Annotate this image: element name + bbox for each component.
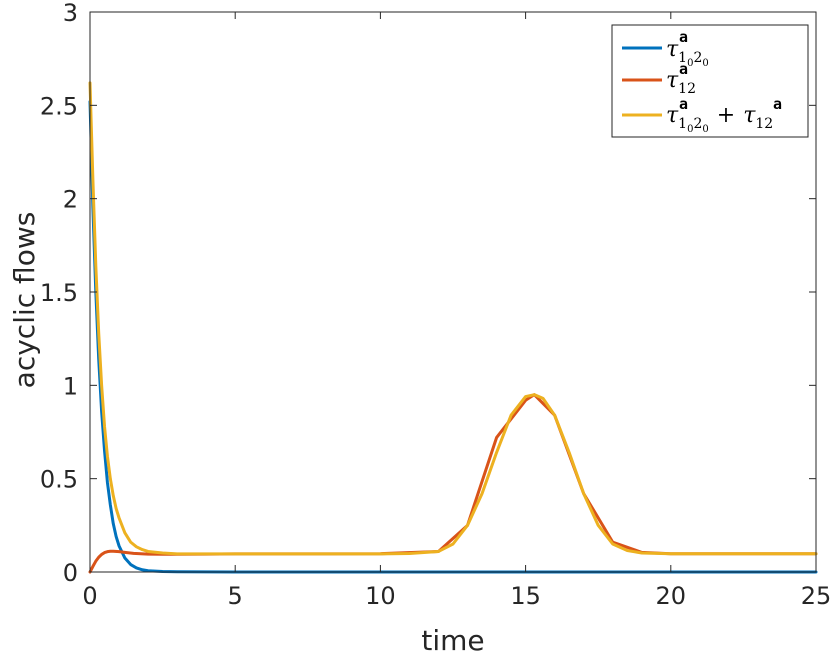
y-axis-ticks: 0 0.5 1 1.5 2 2.5 3 xyxy=(40,0,816,587)
x-axis-ticks: 0 5 10 15 20 25 xyxy=(82,12,830,610)
y-tick-label: 0.5 xyxy=(40,466,78,494)
legend-label-tau-sum: τ1020+ τ12 xyxy=(666,103,773,135)
y-tick-label: 2.5 xyxy=(40,92,78,120)
x-tick-label: 0 xyxy=(82,582,97,610)
y-tick-label: 0 xyxy=(63,559,78,587)
y-tick-label: 1 xyxy=(63,372,78,400)
x-tick-label: 25 xyxy=(801,582,830,610)
legend: τ1020 a τ12 a τ1020+ τ12 a a xyxy=(611,24,809,138)
legend-sup-tau-1020: a xyxy=(679,28,688,46)
x-tick-label: 20 xyxy=(656,582,687,610)
x-tick-label: 5 xyxy=(228,582,243,610)
legend-sup-tau-sum-b: a xyxy=(773,95,782,113)
legend-label-tau-12: τ12 xyxy=(666,68,696,97)
series-line-tau-sum xyxy=(88,81,818,556)
y-tick-label: 3 xyxy=(63,0,78,27)
y-axis-label: acyclic flows xyxy=(8,212,41,389)
legend-label-tau-1020: τ1020 xyxy=(666,37,709,69)
x-tick-label: 15 xyxy=(510,582,541,610)
legend-sup-tau-12: a xyxy=(679,60,688,78)
x-axis-label: time xyxy=(421,624,484,655)
y-tick-label: 1.5 xyxy=(40,279,78,307)
y-tick-label: 2 xyxy=(63,186,78,214)
x-tick-label: 10 xyxy=(365,582,396,610)
legend-sup-tau-sum-a: a xyxy=(679,95,688,113)
